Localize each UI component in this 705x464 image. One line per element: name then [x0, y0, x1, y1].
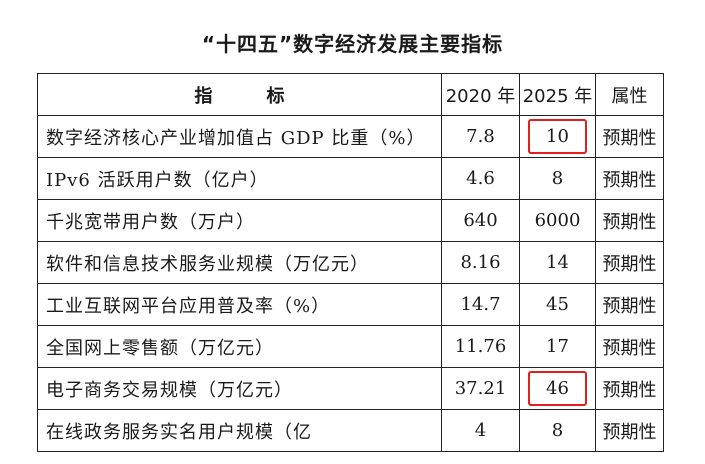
row-value-2025: 8 [519, 157, 596, 200]
row-value-2025: 45 [519, 283, 596, 326]
row-value-2020: 11.76 [441, 325, 520, 368]
row-attribute: 预期性 [595, 241, 664, 284]
row-name: 千兆宽带用户数（万户） [37, 199, 442, 242]
table-row: 数字经济核心产业增加值占 GDP 比重（%） 7.8 10 预期性 [37, 115, 664, 158]
row-value-2020: 4 [441, 409, 520, 452]
row-value-2020: 37.21 [441, 367, 520, 410]
table-row: 电子商务交易规模（万亿元） 37.21 46 预期性 [37, 367, 664, 410]
row-attribute: 预期性 [595, 199, 664, 242]
row-value-2020: 4.6 [441, 157, 520, 200]
row-name: 工业互联网平台应用普及率（%） [37, 283, 442, 326]
row-name: 在线政务服务实名用户规模（亿 [37, 409, 442, 452]
row-attribute: 预期性 [595, 409, 664, 452]
row-value-2025-cell: 10 [519, 115, 596, 158]
table-row: 软件和信息技术服务业规模（万亿元） 8.16 14 预期性 [37, 241, 664, 284]
row-value-2025: 10 [546, 126, 569, 147]
row-value-2020: 8.16 [441, 241, 520, 284]
header-2025: 2025 年 [519, 73, 596, 116]
row-value-2025: 8 [519, 409, 596, 452]
row-name: 软件和信息技术服务业规模（万亿元） [37, 241, 442, 284]
header-attribute: 属性 [595, 73, 664, 116]
header-indicator-char-1: 指 [194, 85, 213, 107]
table-row: 全国网上零售额（万亿元） 11.76 17 预期性 [37, 325, 664, 368]
row-attribute: 预期性 [595, 367, 664, 410]
table-row: 在线政务服务实名用户规模（亿 4 8 预期性 [37, 409, 664, 452]
header-indicator: 指标 [37, 73, 442, 116]
row-value-2025: 17 [519, 325, 596, 368]
table-row: 工业互联网平台应用普及率（%） 14.7 45 预期性 [37, 283, 664, 326]
table-row: IPv6 活跃用户数（亿户） 4.6 8 预期性 [37, 157, 664, 200]
row-value-2025-cell: 46 [519, 367, 596, 410]
row-value-2020: 640 [441, 199, 520, 242]
row-value-2025: 14 [519, 241, 596, 284]
row-attribute: 预期性 [595, 157, 664, 200]
row-attribute: 预期性 [595, 325, 664, 368]
row-name: 电子商务交易规模（万亿元） [37, 367, 442, 410]
row-name: 全国网上零售额（万亿元） [37, 325, 442, 368]
row-attribute: 预期性 [595, 283, 664, 326]
indicators-table: 指标 2020 年 2025 年 属性 数字经济核心产业增加值占 GDP 比重（… [37, 73, 664, 452]
table-header-row: 指标 2020 年 2025 年 属性 [37, 73, 664, 116]
header-indicator-char-2: 标 [266, 85, 285, 107]
row-value-2020: 7.8 [441, 115, 520, 158]
header-2020: 2020 年 [441, 73, 520, 116]
page-title: “十四五”数字经济发展主要指标 [201, 32, 504, 56]
row-value-2025: 6000 [519, 199, 596, 242]
row-name: IPv6 活跃用户数（亿户） [37, 157, 442, 200]
table-row: 千兆宽带用户数（万户） 640 6000 预期性 [37, 199, 664, 242]
row-name: 数字经济核心产业增加值占 GDP 比重（%） [37, 115, 442, 158]
row-value-2025: 46 [546, 378, 569, 399]
row-value-2020: 14.7 [441, 283, 520, 326]
row-attribute: 预期性 [595, 115, 664, 158]
